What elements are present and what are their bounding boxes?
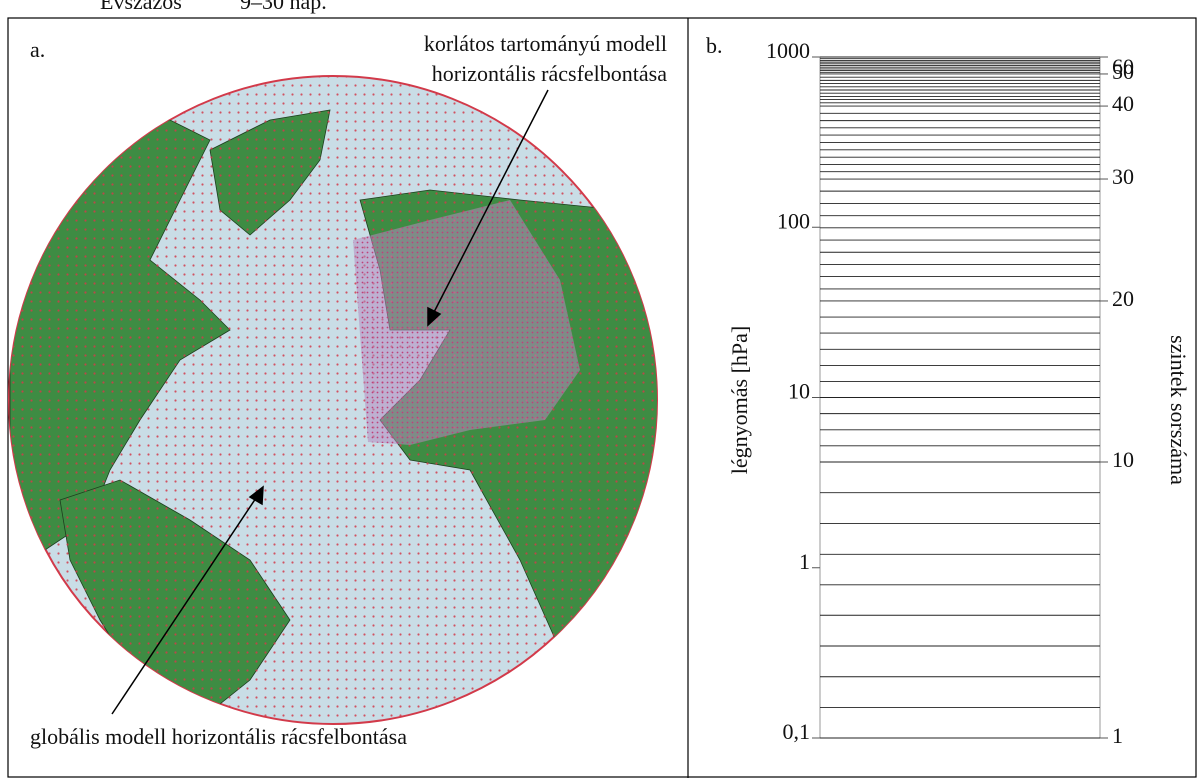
y2-tick-label: 1 <box>1112 723 1123 748</box>
y-tick-label: 1 <box>799 549 810 574</box>
globe <box>8 75 658 725</box>
panel-label: b. <box>706 33 723 58</box>
y2-tick-label: 50 <box>1112 59 1134 84</box>
y2-tick-label: 30 <box>1112 164 1134 189</box>
y2-tick-label: 20 <box>1112 286 1134 311</box>
frame <box>7 17 1197 778</box>
y2-tick-label: 40 <box>1112 91 1134 116</box>
annotation: horizontális rácsfelbontása <box>432 61 667 86</box>
y-tick-label: 0,1 <box>783 719 811 744</box>
y-tick-label: 100 <box>777 208 810 233</box>
annotation: globális modell horizontális rácsfelbont… <box>30 724 407 749</box>
y2-axis-title: szintek sorszáma <box>1166 335 1191 485</box>
y-axis-title: légnyomás [hPa] <box>727 326 752 474</box>
panel-label: a. <box>30 37 45 62</box>
annotation: korlátos tartományú modell <box>424 31 667 56</box>
y-tick-label: 1000 <box>766 38 810 63</box>
arrows <box>111 89 549 715</box>
y2-tick-label: 10 <box>1112 447 1134 472</box>
header-text: 9–30 nap. <box>240 0 327 14</box>
header-text: Évszázos <box>100 0 182 14</box>
y-tick-label: 10 <box>788 379 810 404</box>
y2-tick-label: 60 <box>1112 54 1134 79</box>
